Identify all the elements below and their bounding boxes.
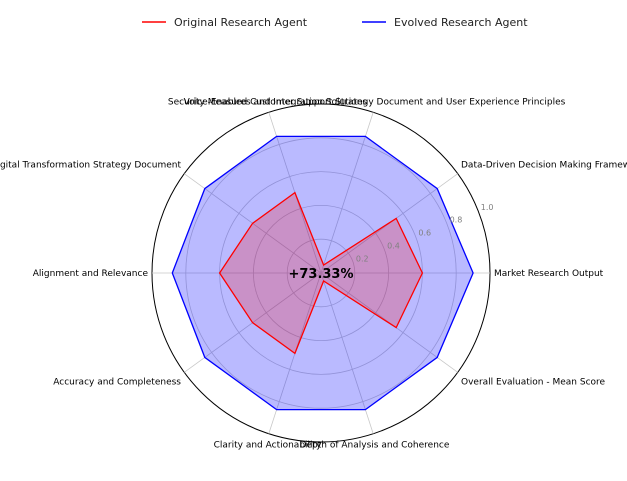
legend-label: Evolved Research Agent [394, 16, 528, 29]
radial-tick-labels: 0.2 0.4 0.6 0.8 1.0 [356, 203, 494, 264]
radial-tick-label: 0.8 [450, 216, 463, 225]
radial-tick-label: 1.0 [481, 203, 494, 212]
grid-spoke [320, 112, 374, 274]
series-area-original [219, 192, 423, 354]
axis-label: Voice-Enabled Customer Support Strategy … [184, 98, 566, 108]
axis-label: Clarity and Actionability [214, 441, 322, 451]
series-line-evolved [171, 135, 474, 411]
center-annotation: +73.33% [288, 267, 353, 282]
axis-label: Data-Driven Decision Making Framework an… [461, 160, 627, 170]
axis-label: Comprehensive Digital Transformation Str… [0, 160, 181, 170]
radial-tick-label: 0.4 [387, 242, 400, 251]
axis-label: Depth of Analysis and Coherence [300, 441, 450, 451]
axis-labels: Market Research Output Data-Driven Decisi… [0, 98, 627, 451]
legend-label: Original Research Agent [174, 16, 308, 29]
grid-spoke [320, 272, 374, 434]
radar-series [171, 135, 474, 411]
series-area-evolved [172, 136, 474, 410]
legend: Original Research Agent Evolved Research … [142, 16, 528, 29]
radial-tick-label: 0.6 [418, 229, 431, 238]
series-line-original [218, 191, 424, 355]
radial-tick-label: 0.2 [356, 255, 369, 264]
axis-label: Market Research Output [494, 269, 604, 279]
axis-label: Security Measures and Integration Soluti… [168, 98, 368, 108]
axis-label: Overall Evaluation - Mean Score [461, 378, 606, 388]
axis-label: Accuracy and Completeness [53, 378, 181, 388]
axis-label: Alignment and Relevance [33, 269, 149, 279]
